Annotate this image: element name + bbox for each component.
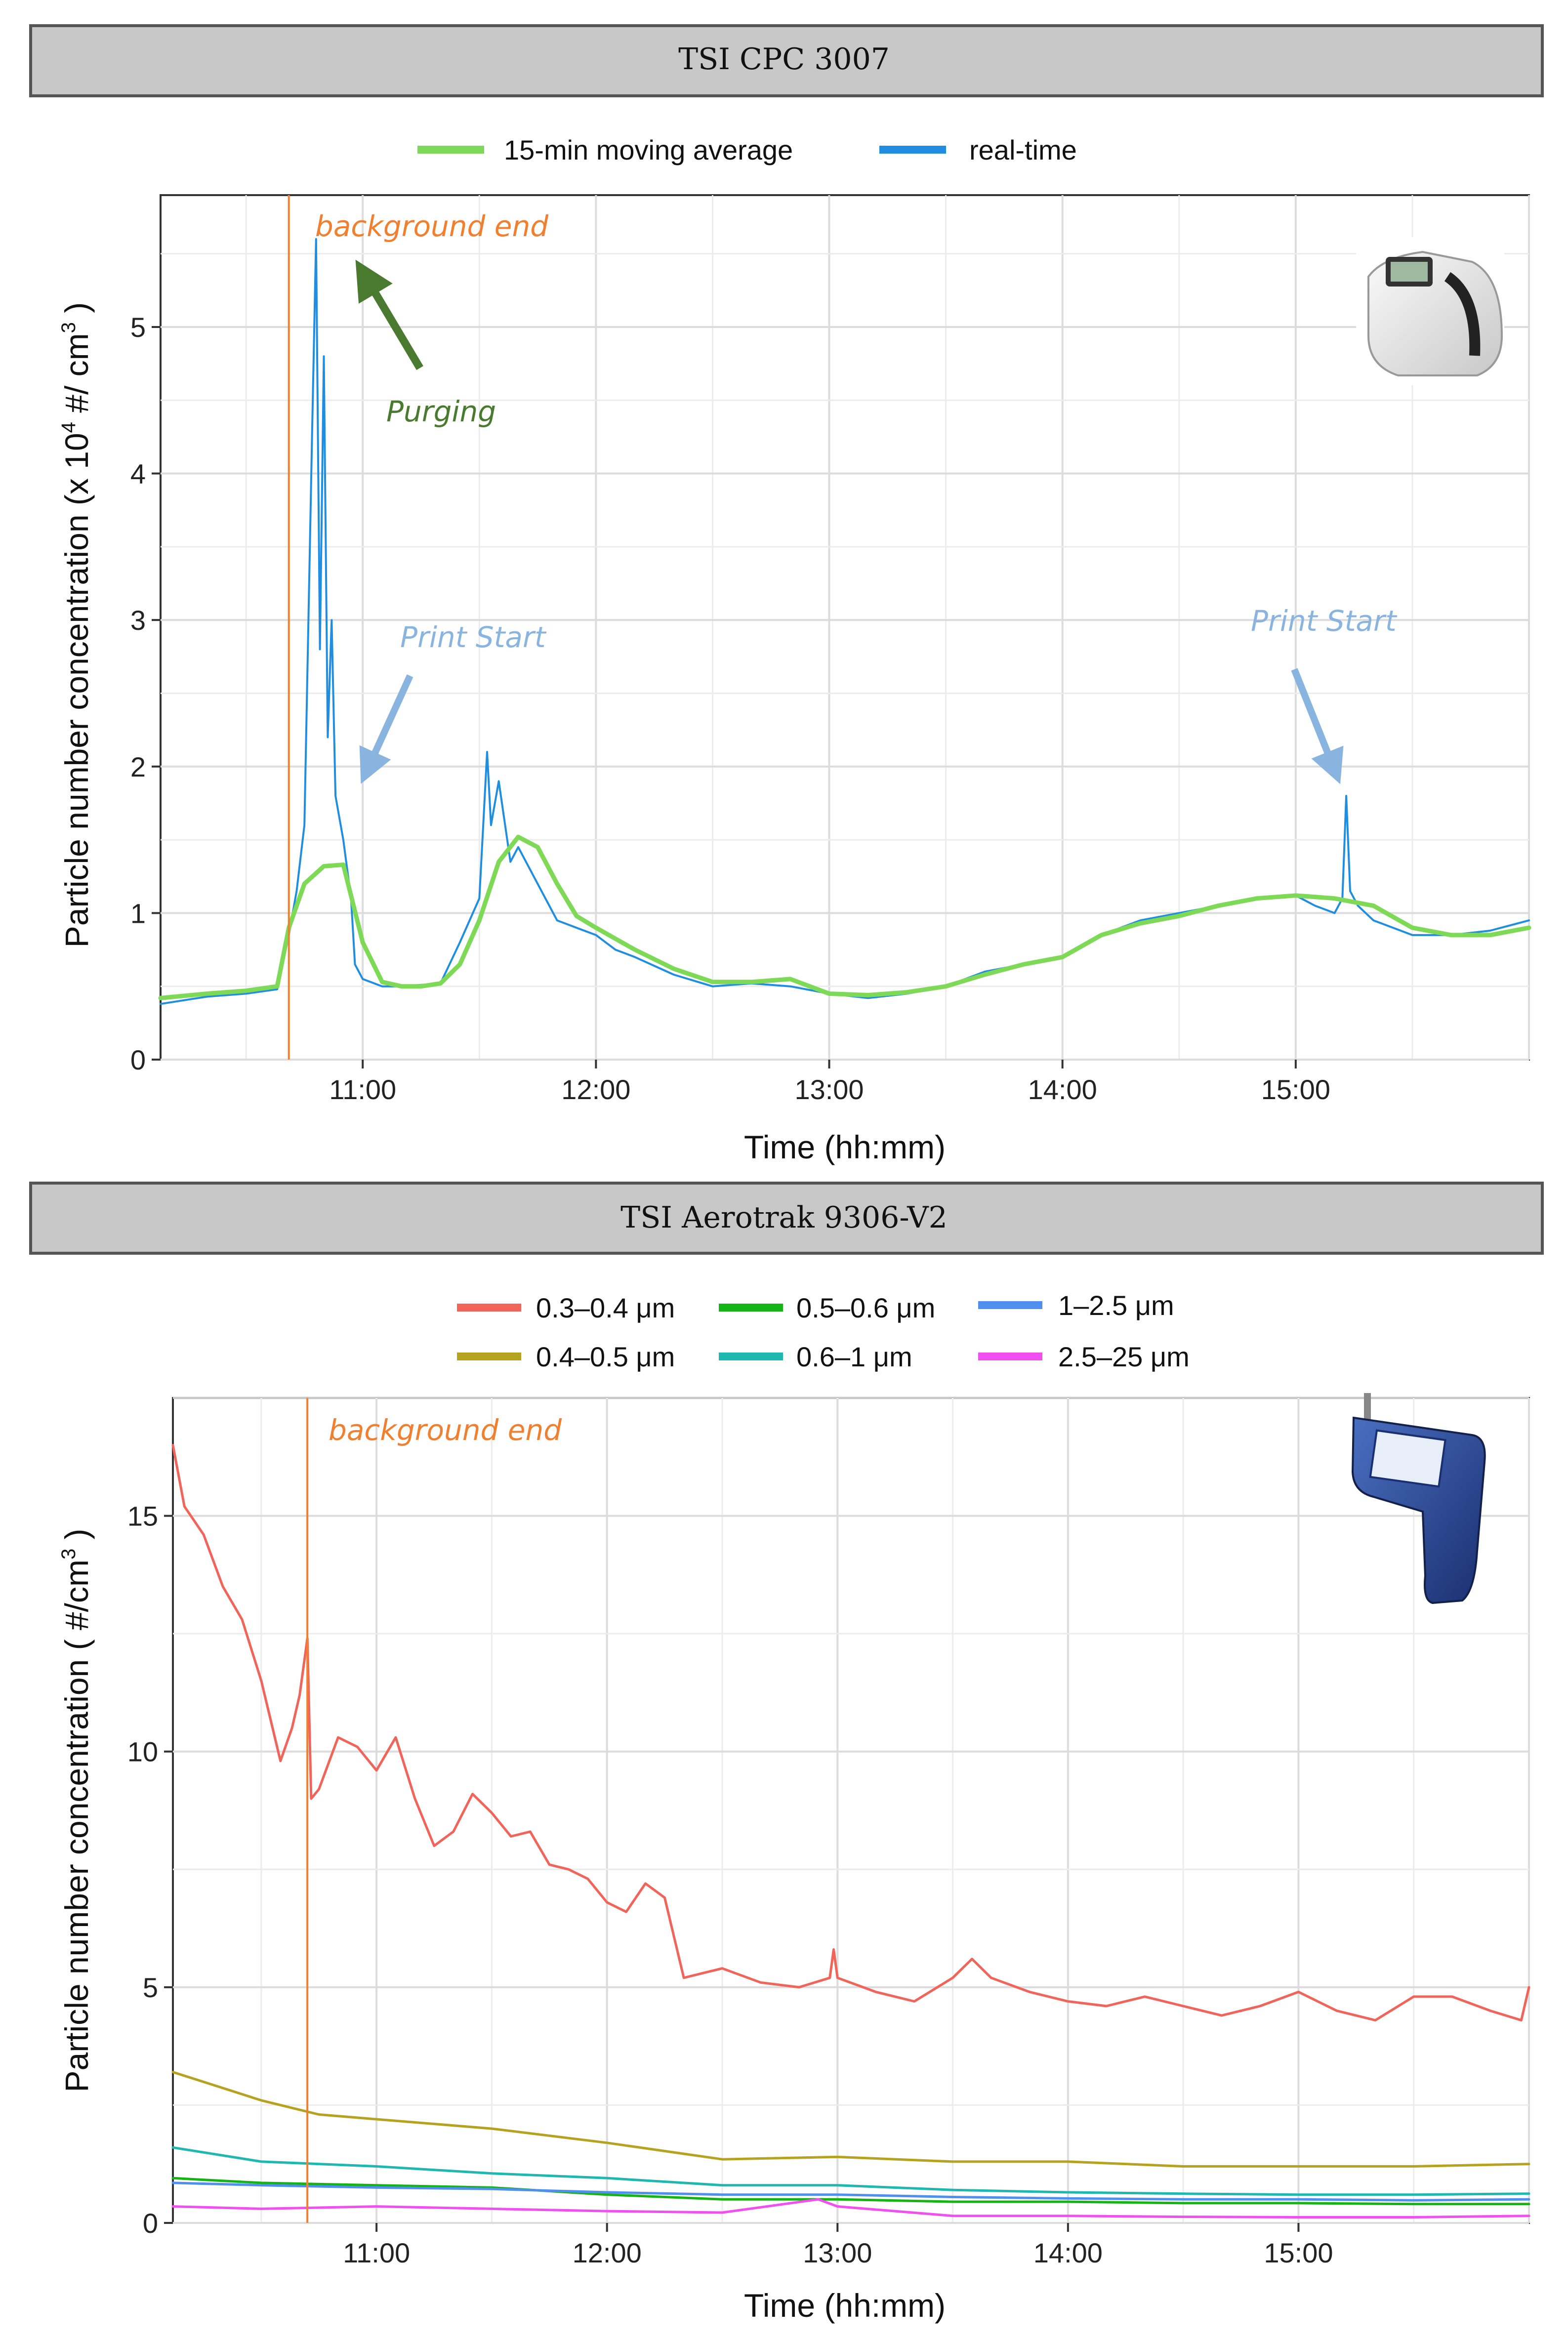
cpc-banner-title: TSI CPC 3007 [678, 42, 890, 77]
y-tick-label: 15 [127, 1501, 158, 1532]
x-tick-label: 14:00 [1033, 2237, 1103, 2268]
x-tick-label: 13:00 [794, 1074, 864, 1105]
aero-panel: TSI Aerotrak 9306-V2 0.3–0.4 μm 0.5–0.6 … [29, 1182, 1544, 2324]
print-start-arrow-1 [359, 674, 413, 784]
cpc-x-axis-title: Time (hh:mm) [744, 1129, 946, 1165]
x-tick-label: 14:00 [1028, 1074, 1097, 1105]
cpc-legend: 15-min moving average real-time [417, 134, 1077, 165]
legend-label-0: 0.3–0.4 μm [536, 1292, 675, 1323]
aero-annot-background-end: background end [329, 1413, 562, 1447]
cpc-banner [29, 24, 1544, 97]
y-tick-label: 2 [130, 751, 146, 782]
print-start-arrow-2 [1291, 668, 1344, 784]
cpc-annot-purging: Purging [386, 395, 496, 428]
series-line-2 [171, 2176, 1530, 2206]
cpc-annot-background-end: background end [315, 209, 549, 243]
legend-label-5: 2.5–25 μm [1058, 1341, 1190, 1372]
aero-y-axis-title: Particle number concentration ( #/cm3 ) [58, 1528, 95, 2092]
aero-banner-title: TSI Aerotrak 9306-V2 [620, 1200, 948, 1235]
aero-grid [173, 1397, 1530, 2224]
x-tick-label: 11:00 [329, 1074, 396, 1105]
y-tick-label: 5 [130, 312, 146, 343]
cpc-y-axis-title: Particle number concentration (x 104 #/ … [58, 302, 95, 947]
series-line-moving-average [158, 834, 1531, 1000]
y-tick-label: 3 [130, 605, 146, 636]
cpc-device-icon [1356, 237, 1504, 385]
aero-ticks: 11:00 12:00 13:00 14:00 15:00 0 5 10 15 [127, 1501, 1333, 2268]
cpc-plot-area [160, 194, 1530, 1061]
x-tick-label: 15:00 [1261, 1074, 1330, 1105]
series-line-real-time [160, 238, 1530, 1005]
cpc-series [158, 238, 1531, 1005]
y-tick-label: 4 [130, 458, 146, 490]
purging-arrow [355, 259, 423, 370]
x-tick-label: 11:00 [343, 2237, 410, 2268]
legend-label-rt: real-time [969, 134, 1077, 165]
aero-banner [29, 1182, 1544, 1255]
y-tick-label: 0 [130, 1044, 146, 1075]
series-line-0 [171, 1443, 1530, 2022]
aero-x-axis-title: Time (hh:mm) [744, 2287, 946, 2324]
y-tick-label: 1 [130, 898, 146, 929]
x-tick-label: 13:00 [803, 2237, 872, 2268]
cpc-ticks: 11:00 12:00 13:00 14:00 15:00 0 1 2 3 4 5 [130, 312, 1330, 1105]
x-tick-label: 12:00 [561, 1074, 630, 1105]
y-tick-label: 10 [127, 1736, 158, 1767]
cpc-annot-print-start-1: Print Start [400, 620, 547, 654]
legend-label-avg: 15-min moving average [504, 134, 793, 165]
series-line-3 [171, 2146, 1530, 2196]
legend-label-3: 0.6–1 μm [796, 1341, 912, 1372]
cpc-annot-print-start-2: Print Start [1251, 604, 1398, 638]
cpc-panel: TSI CPC 3007 15-min moving average real-… [29, 24, 1544, 1165]
series-line-1 [171, 2071, 1530, 2168]
legend-label-1: 0.4–0.5 μm [536, 1341, 675, 1372]
x-tick-label: 15:00 [1264, 2237, 1333, 2268]
y-tick-label: 5 [143, 1972, 158, 2003]
legend-label-2: 0.5–0.6 μm [796, 1292, 935, 1323]
series-line-4 [171, 2181, 1530, 2202]
y-tick-label: 0 [143, 2208, 158, 2239]
x-tick-label: 12:00 [573, 2237, 642, 2268]
legend-label-4: 1–2.5 μm [1058, 1290, 1174, 1321]
series-line-5 [171, 2198, 1530, 2218]
aero-series [171, 1443, 1530, 2218]
aerotrak-device-icon [1351, 1393, 1486, 1604]
aero-legend: 0.3–0.4 μm 0.5–0.6 μm 1–2.5 μm 0.4–0.5 μ… [457, 1290, 1190, 1372]
